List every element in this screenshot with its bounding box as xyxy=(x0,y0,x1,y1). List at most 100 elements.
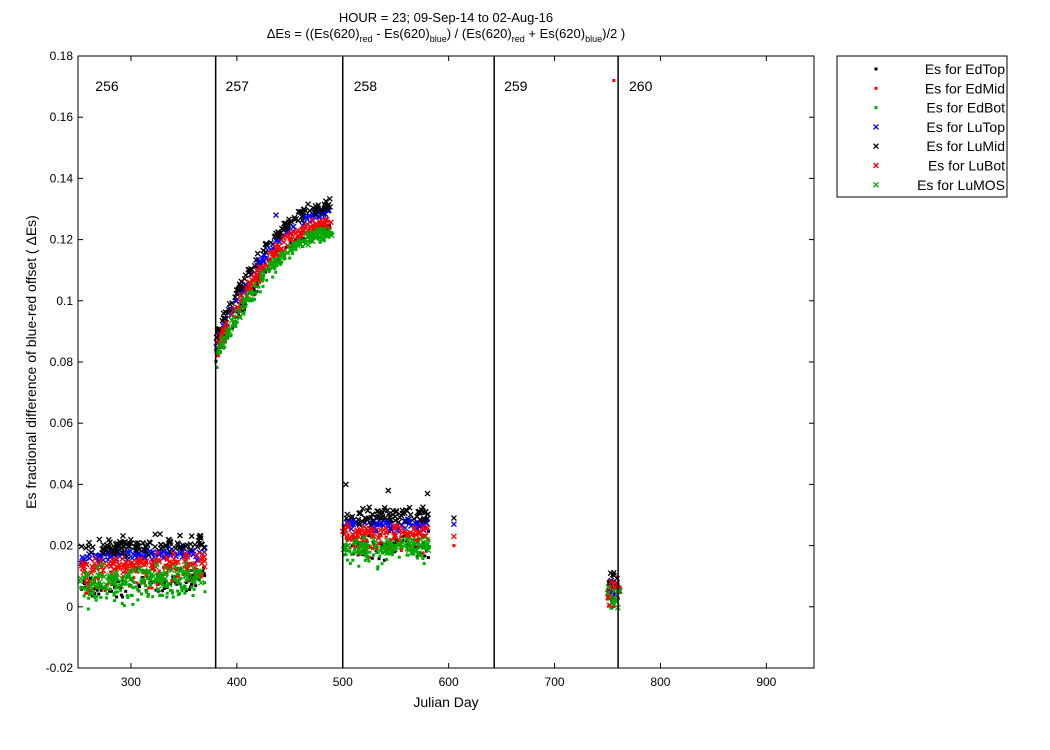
data-point xyxy=(113,581,117,585)
data-point xyxy=(86,607,90,611)
legend-box xyxy=(836,55,1008,198)
data-point xyxy=(176,544,183,551)
segment-label: 257 xyxy=(226,78,250,94)
data-point xyxy=(326,195,333,202)
data-point xyxy=(172,577,176,581)
data-point xyxy=(384,550,390,557)
data-point xyxy=(201,569,205,573)
data-point xyxy=(253,257,259,263)
data-point xyxy=(388,551,392,555)
data-point xyxy=(267,261,274,268)
data-point xyxy=(319,209,326,216)
data-point xyxy=(367,559,371,563)
data-point xyxy=(385,487,392,494)
data-point xyxy=(416,556,420,560)
data-point xyxy=(184,580,188,584)
data-point xyxy=(219,317,226,324)
data-point xyxy=(246,280,253,287)
data-point xyxy=(379,509,386,516)
data-point xyxy=(423,554,427,558)
data-point xyxy=(226,336,230,340)
data-point xyxy=(119,555,126,562)
data-point xyxy=(100,541,107,548)
data-point xyxy=(607,570,614,577)
data-point xyxy=(177,532,183,539)
data-point xyxy=(157,531,163,538)
data-point xyxy=(147,581,151,585)
data-point xyxy=(274,249,278,253)
data-point xyxy=(314,206,321,213)
data-point xyxy=(82,580,86,584)
data-point xyxy=(79,586,83,590)
data-point xyxy=(450,521,457,528)
data-point xyxy=(253,276,260,283)
data-point xyxy=(228,317,235,324)
data-point xyxy=(254,291,258,295)
data-point xyxy=(136,565,143,572)
data-point xyxy=(279,262,283,266)
y-tick-label: 0.08 xyxy=(50,355,74,369)
data-point xyxy=(134,542,141,549)
data-point xyxy=(111,551,118,558)
data-point xyxy=(165,595,169,599)
data-point xyxy=(185,566,189,570)
data-point xyxy=(177,568,184,575)
data-point xyxy=(95,572,102,579)
data-point xyxy=(424,490,431,497)
data-point xyxy=(309,238,316,245)
data-point xyxy=(268,257,272,261)
data-point xyxy=(162,565,169,572)
data-point xyxy=(201,558,208,564)
data-point xyxy=(353,548,357,552)
data-point xyxy=(96,536,103,543)
legend-item-es-for-lumid: Es for LuMid xyxy=(873,138,1005,154)
data-point xyxy=(108,587,112,591)
data-point xyxy=(137,583,141,587)
data-point xyxy=(372,553,376,557)
data-point xyxy=(237,285,243,292)
x-tick-label: 900 xyxy=(756,675,776,689)
data-point xyxy=(187,541,194,548)
data-point xyxy=(150,567,154,571)
data-point xyxy=(93,587,97,591)
data-point xyxy=(182,561,189,568)
data-point xyxy=(326,225,330,229)
data-point xyxy=(152,531,159,538)
legend-item-es-for-lubot: Es for LuBot xyxy=(873,158,1005,174)
data-point xyxy=(368,550,372,554)
y-tick-label: 0 xyxy=(66,600,73,614)
data-point xyxy=(398,512,405,519)
data-point xyxy=(175,541,182,548)
data-point xyxy=(257,264,264,270)
data-point xyxy=(112,593,116,597)
data-point xyxy=(357,510,364,516)
data-point xyxy=(177,550,184,557)
data-point xyxy=(421,515,428,522)
data-point xyxy=(274,270,278,274)
y-axis-label: Es fractional difference of blue-red off… xyxy=(23,215,39,509)
legend-marker xyxy=(873,123,879,130)
data-point xyxy=(328,219,334,226)
segment-divider-lines xyxy=(214,56,619,668)
data-point xyxy=(270,259,277,266)
data-point xyxy=(251,281,258,288)
data-point xyxy=(225,306,232,313)
data-point xyxy=(355,520,362,527)
data-point xyxy=(193,566,197,570)
data-point xyxy=(103,581,110,588)
data-point xyxy=(612,580,619,587)
data-point xyxy=(188,587,192,591)
data-point xyxy=(254,272,258,276)
data-point xyxy=(85,591,89,595)
data-point xyxy=(84,586,88,590)
data-point xyxy=(215,354,219,358)
data-point xyxy=(227,334,231,338)
data-point xyxy=(316,213,323,220)
data-point xyxy=(234,315,238,319)
data-point xyxy=(153,579,157,583)
data-point xyxy=(170,550,177,557)
data-point xyxy=(294,238,298,242)
data-point xyxy=(113,545,120,552)
data-point xyxy=(392,532,398,538)
data-point xyxy=(353,545,357,549)
